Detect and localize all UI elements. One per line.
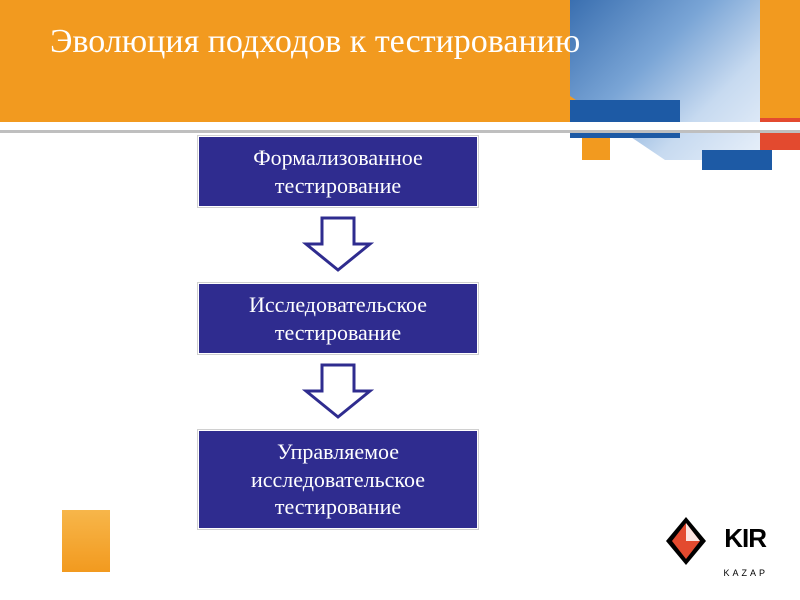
flow-node-1: Формализованное тестирование	[197, 135, 479, 208]
deco-bottom-orange	[62, 510, 110, 572]
slide-title: Эволюция подходов к тестированию	[50, 20, 580, 64]
logo-subtext: KAZAP	[723, 568, 768, 578]
arrow-down-icon	[306, 365, 370, 417]
white-stripe	[0, 122, 800, 130]
flowchart: Формализованное тестирование Исследовате…	[188, 135, 488, 530]
flow-arrow-2	[302, 361, 374, 421]
gray-stripe	[0, 130, 800, 133]
deco-block-orange	[582, 138, 610, 160]
flow-node-3: Управляемое исследовательское тестирован…	[197, 429, 479, 530]
company-logo: KIR KAZAP	[660, 505, 770, 580]
deco-block-blue-2	[702, 150, 772, 170]
arrow-down-icon	[306, 218, 370, 270]
flow-node-2: Исследовательское тестирование	[197, 282, 479, 355]
flow-arrow-1	[302, 214, 374, 274]
logo-text: KIR	[724, 523, 766, 554]
logo-diamond-icon	[666, 517, 706, 565]
